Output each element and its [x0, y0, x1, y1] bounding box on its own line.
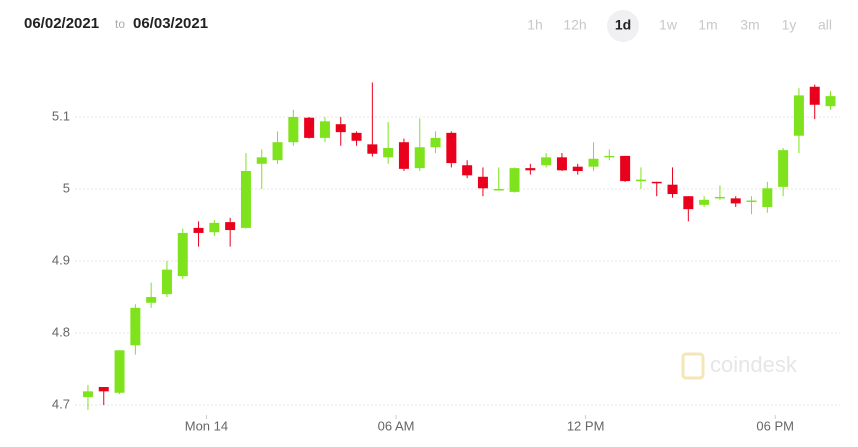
- candle-body: [477, 176, 488, 189]
- candle-body: [446, 132, 457, 164]
- candle-body: [793, 95, 804, 136]
- candle-body: [193, 227, 204, 233]
- y-tick-label: 5: [63, 180, 70, 195]
- candle-body: [714, 196, 725, 199]
- candle-body: [778, 150, 789, 187]
- x-tick-label: Mon 14: [185, 418, 228, 433]
- candle-body: [651, 181, 662, 184]
- candle-body: [525, 168, 536, 171]
- candle-body: [493, 189, 504, 191]
- candle-body: [556, 157, 567, 171]
- candle-body: [351, 132, 362, 141]
- y-tick-label: 5.1: [52, 108, 70, 123]
- candle-body: [414, 147, 425, 169]
- candle-body: [620, 155, 631, 182]
- candle-body: [272, 142, 283, 161]
- candle-body: [825, 96, 836, 107]
- candle-body: [572, 166, 583, 172]
- x-tick-label: 12 PM: [567, 418, 605, 433]
- candle-body: [335, 124, 346, 133]
- candle-body: [383, 147, 394, 158]
- candle-body: [82, 391, 93, 398]
- candle-body: [98, 387, 109, 392]
- candle-body: [541, 157, 552, 166]
- candle-body: [367, 144, 378, 154]
- timeframe-button[interactable]: 1m: [698, 17, 717, 33]
- timeframe-button[interactable]: 1w: [659, 17, 678, 33]
- date-separator: to: [115, 17, 125, 31]
- candle-body: [146, 297, 157, 303]
- timeframe-button[interactable]: 1y: [782, 17, 797, 33]
- timeframe-button[interactable]: 1h: [527, 17, 543, 33]
- candle-body: [699, 199, 710, 205]
- watermark-logo: [681, 352, 705, 380]
- timeframe-highlight: [607, 10, 639, 42]
- watermark-text: coindesk: [710, 352, 798, 377]
- candle-body: [762, 188, 773, 208]
- candle-body: [177, 232, 188, 277]
- candle-body: [730, 198, 741, 204]
- candle-body: [588, 158, 599, 167]
- candle-body: [225, 222, 236, 231]
- candle-body: [304, 117, 315, 138]
- candle-body: [604, 155, 615, 158]
- x-tick-label: 06 AM: [378, 418, 415, 433]
- candle-body: [462, 165, 473, 176]
- timeframe-button[interactable]: 12h: [563, 17, 586, 33]
- candle-body: [809, 86, 820, 105]
- candle-body: [161, 269, 172, 295]
- candle-body: [256, 157, 267, 164]
- candle-body: [209, 222, 220, 233]
- y-tick-label: 4.7: [52, 396, 70, 411]
- candle-body: [130, 307, 141, 346]
- candle-body: [430, 137, 441, 148]
- candle-body: [319, 121, 330, 138]
- y-tick-label: 4.8: [52, 324, 70, 339]
- candle-body: [398, 142, 409, 169]
- x-tick-label: 06 PM: [756, 418, 794, 433]
- watermark: coindesk: [681, 352, 798, 380]
- candle-body: [683, 196, 694, 210]
- timeframe-button[interactable]: 1d: [615, 17, 631, 33]
- candle-body: [509, 168, 520, 192]
- candle-body: [746, 200, 757, 203]
- date-from: 06/02/2021: [24, 15, 99, 32]
- date-to: 06/03/2021: [133, 15, 208, 32]
- candle-body: [667, 184, 678, 195]
- y-tick-label: 4.9: [52, 252, 70, 267]
- candle-body: [635, 179, 646, 182]
- candle-body: [288, 117, 299, 143]
- candle-body: [114, 350, 125, 393]
- timeframe-button[interactable]: all: [818, 17, 832, 33]
- timeframe-button[interactable]: 3m: [740, 17, 759, 33]
- candle-body: [240, 171, 251, 228]
